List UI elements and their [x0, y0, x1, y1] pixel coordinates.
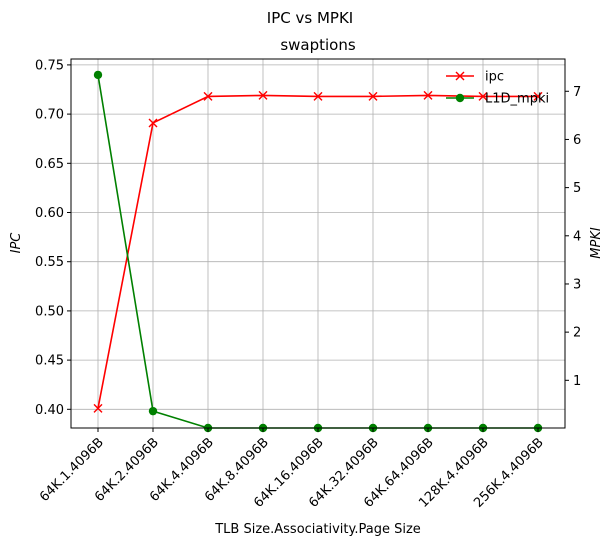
data-point-ipc — [368, 91, 378, 101]
y-tick-label-right: 5 — [573, 181, 581, 196]
y-tick-label-right: 1 — [573, 374, 581, 389]
y-tick-label-right: 2 — [573, 326, 581, 341]
plot-frame — [70, 58, 566, 429]
y-tick-label-left: 0.75 — [35, 58, 64, 73]
legend-label-ipc: ipc — [485, 70, 504, 85]
legend-marker-ipc — [455, 71, 465, 81]
data-point-ipc — [423, 90, 433, 100]
data-point-ipc — [148, 118, 158, 128]
data-point-ipc — [203, 91, 213, 101]
grid — [71, 59, 565, 428]
y-axis-label-left: IPC — [9, 232, 24, 254]
y-tick-label-left: 0.65 — [35, 157, 64, 172]
y-tick-label-left: 0.70 — [35, 108, 64, 123]
data-point-ipc — [93, 403, 103, 413]
data-point-ipc — [478, 91, 488, 101]
data-point-ipc — [258, 90, 268, 100]
data-point-L1D_mpki — [148, 406, 158, 416]
y-axis-label-right: MPKI — [589, 227, 604, 259]
data-point-L1D_mpki — [93, 70, 103, 80]
y-tick-label-right: 7 — [573, 85, 581, 100]
y-tick-label-right: 4 — [573, 229, 581, 244]
y-tick-label-left: 0.60 — [35, 206, 64, 221]
y-tick-label-right: 3 — [573, 277, 581, 292]
chart-title: IPC vs MPKI — [267, 9, 353, 27]
y-tick-label-left: 0.40 — [35, 403, 64, 418]
y-tick-label-right: 6 — [573, 133, 581, 148]
data-point-ipc — [313, 91, 323, 101]
data-point-ipc — [533, 91, 543, 101]
ticks: 64K.1.4096B64K.2.4096B64K.4.4096B64K.8.4… — [35, 58, 581, 510]
legend: ipc L1D_mpki — [446, 70, 549, 107]
y-tick-label-left: 0.55 — [35, 255, 64, 270]
y-tick-label-left: 0.50 — [35, 304, 64, 319]
x-axis-label: TLB Size.Associativity.Page Size — [214, 522, 421, 537]
legend-marker-L1D_mpki — [455, 93, 465, 103]
y-tick-label-left: 0.45 — [35, 354, 64, 369]
legend-label-L1D_mpki: L1D_mpki — [485, 92, 549, 107]
chart-subtitle: swaptions — [280, 36, 356, 54]
